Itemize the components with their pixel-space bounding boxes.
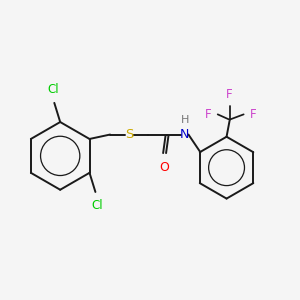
Text: S: S [125,128,134,141]
Text: F: F [205,108,211,121]
Text: N: N [180,128,190,141]
Text: H: H [181,116,189,125]
Text: O: O [159,161,169,174]
Text: Cl: Cl [47,82,58,95]
Text: F: F [226,88,233,101]
Text: Cl: Cl [91,199,103,212]
Text: F: F [250,108,257,121]
